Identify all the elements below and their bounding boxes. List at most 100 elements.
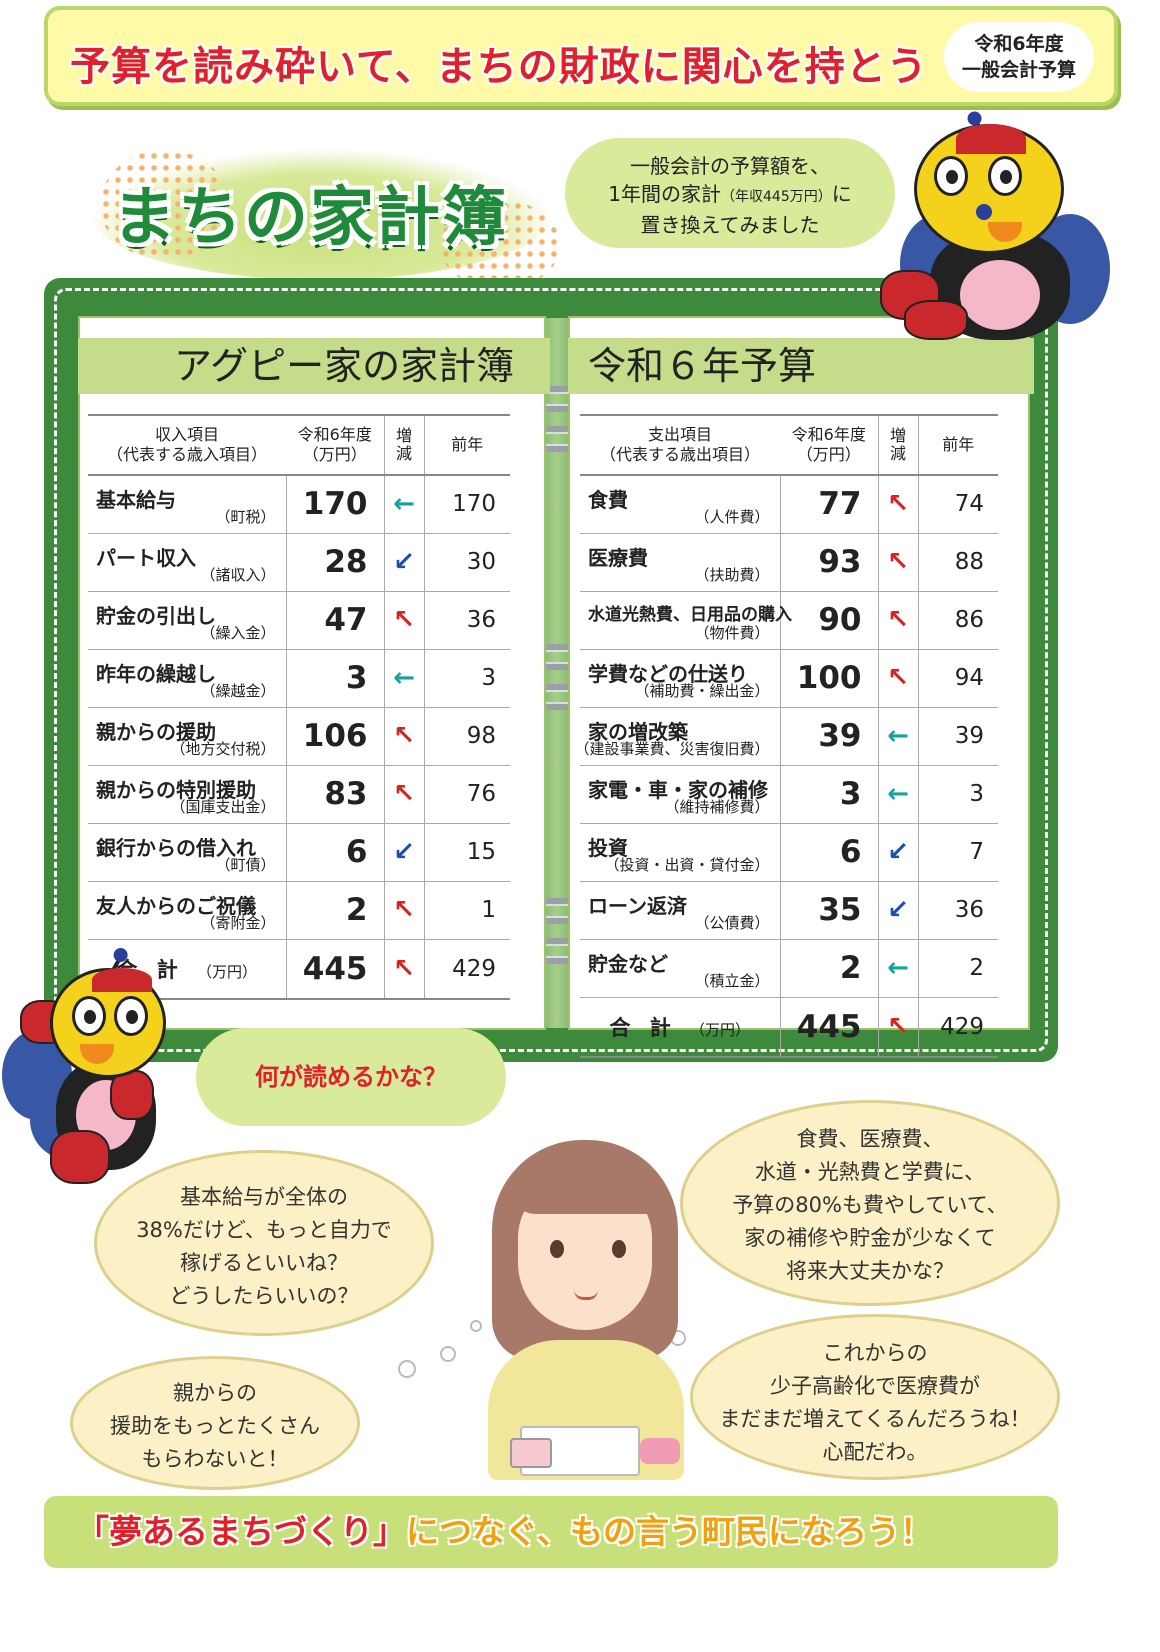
change-arrow-icon: ↖ (878, 997, 918, 1057)
total-unit: （万円） (690, 1021, 750, 1039)
income-table-header: 収入項目 （代表する歳入項目） 令和6年度 （万円） 増 減 前年 (88, 415, 510, 475)
table-row: 医療費 （扶助費） 93 ↖ 88 (580, 533, 998, 591)
change-arrow-icon: ↖ (384, 707, 424, 765)
thought-line: どうしたらいいの？ (97, 1280, 431, 1313)
total-label: 合 計 （万円） (580, 997, 780, 1057)
item-category: （国庫支出金） (170, 796, 275, 817)
header-item-label: 収入項目 (88, 425, 286, 445)
footer-slogan-quote: 「夢あるまちづくり」 (76, 1512, 406, 1551)
income-table: 収入項目 （代表する歳入項目） 令和6年度 （万円） 増 減 前年 基本給与 （町… (88, 414, 510, 1000)
total-label-text: 合 計 (609, 1016, 676, 1040)
woman-fringe (510, 1158, 660, 1214)
table-row: 家電・車・家の補修 （維持補修費） 3 ← 3 (580, 765, 998, 823)
total-row: 合 計 （万円） 445 ↖ 429 (580, 997, 998, 1057)
header-current-unit: （万円） (286, 445, 384, 465)
table-row: 貯金の引出し （繰入金） 47 ↖ 36 (88, 591, 510, 649)
thought-line: 将来大丈夫かな？ (683, 1255, 1057, 1288)
item-name: 貯金の引出し (96, 600, 216, 629)
intro-line-2c: に (832, 182, 852, 206)
item-cell: 食費 （人件費） (580, 475, 780, 533)
income-change-header: 増 減 (384, 415, 424, 475)
change-arrow-icon: ← (878, 707, 918, 765)
previous-value: 170 (424, 475, 510, 533)
header-change-b: 減 (879, 445, 918, 463)
thought-dot (440, 1346, 456, 1362)
thought-line: 親からの (73, 1377, 357, 1410)
current-value: 93 (780, 533, 878, 591)
item-name: 基本給与 (96, 484, 176, 513)
change-arrow-icon: ↖ (384, 881, 424, 939)
thought-line: 家の補修や貯金が少なくて (683, 1222, 1057, 1255)
total-current-value: 445 (286, 939, 384, 999)
change-arrow-icon: ↙ (384, 823, 424, 881)
item-category: （人件費） (694, 506, 769, 527)
income-current-header: 令和6年度 （万円） (286, 415, 384, 475)
table-row: 親からの特別援助 （国庫支出金） 83 ↖ 76 (88, 765, 510, 823)
thought-line: 少子高齢化で医療費が (693, 1370, 1057, 1403)
previous-value: 3 (424, 649, 510, 707)
item-cell: 昨年の繰越し （繰越金） (88, 649, 286, 707)
table-row: 昨年の繰越し （繰越金） 3 ← 3 (88, 649, 510, 707)
thought-line: 食費、医療費、 (683, 1123, 1057, 1156)
change-arrow-icon: ↖ (878, 533, 918, 591)
item-category: （建設事業費、災害復旧費） (574, 738, 769, 759)
table-row: 食費 （人件費） 77 ↖ 74 (580, 475, 998, 533)
intro-line-1: 一般会計の予算額を、 (565, 152, 895, 180)
expense-table: 支出項目 （代表する歳出項目） 令和6年度 （万円） 増 減 前年 食費 （人件費… (580, 414, 998, 1058)
item-category: （町税） (215, 506, 275, 527)
item-category: （補助費・繰出金） (634, 680, 769, 701)
header-current-label: 令和6年度 (780, 425, 878, 445)
previous-value: 94 (918, 649, 998, 707)
change-arrow-icon: ↖ (384, 765, 424, 823)
previous-value: 1 (424, 881, 510, 939)
thought-cloud-aging: これからの 少子高齢化で医療費が まだまだ増えてくるんだろうね！ 心配だわ。 (690, 1314, 1060, 1480)
table-row: 投資 （投資・出資・貸付金） 6 ↙ 7 (580, 823, 998, 881)
bee-cap (92, 968, 152, 992)
income-page: アグピー家の家計簿 収入項目 （代表する歳入項目） 令和6年度 （万円） 増 減 (78, 316, 546, 1030)
thought-line: 援助をもっとたくさん (73, 1410, 357, 1443)
item-category: （公債費） (694, 912, 769, 933)
item-category: （町債） (215, 854, 275, 875)
current-value: 2 (286, 881, 384, 939)
change-arrow-icon: ← (878, 765, 918, 823)
header-item-sub: （代表する歳入項目） (88, 445, 286, 465)
intro-line-2: 1年間の家計（年収445万円）に (565, 180, 895, 211)
header-change-a: 増 (879, 427, 918, 445)
question-bubble: 何が読めるかな？ (196, 1028, 506, 1126)
woman-eye (550, 1240, 564, 1258)
thought-line: これからの (693, 1337, 1057, 1370)
item-name: 食費 (588, 484, 628, 513)
thought-cloud-income-tax: 基本給与が全体の 38%だけど、もっと自力で 稼げるといいね？ どうしたらいいの… (94, 1150, 434, 1336)
item-category: （扶助費） (694, 564, 769, 585)
previous-value: 39 (918, 707, 998, 765)
bee-eye (72, 996, 106, 1036)
woman-eye (612, 1240, 626, 1258)
item-cell: パート収入 （諸収入） (88, 533, 286, 591)
item-category: （投資・出資・貸付金） (604, 854, 769, 875)
table-row: 水道光熱費、日用品の購入 （物件費） 90 ↖ 86 (580, 591, 998, 649)
current-value: 3 (286, 649, 384, 707)
bee-leg (50, 1130, 110, 1184)
item-cell: 貯金など （積立金） (580, 939, 780, 997)
change-arrow-icon: ← (878, 939, 918, 997)
previous-value: 74 (918, 475, 998, 533)
bottom-banner: 「夢あるまちづくり」につなぐ、もの言う町民になろう！ (44, 1496, 1058, 1568)
previous-value: 98 (424, 707, 510, 765)
current-value: 2 (780, 939, 878, 997)
income-page-title: アグピー家の家計簿 (78, 338, 550, 394)
coin-purse (640, 1438, 680, 1464)
header-change-b: 減 (385, 445, 424, 463)
thought-line: まだまだ増えてくるんだろうね！ (693, 1403, 1057, 1436)
change-arrow-icon: ↙ (878, 881, 918, 939)
previous-value: 76 (424, 765, 510, 823)
item-category: （積立金） (694, 970, 769, 991)
table-row: 家の増改築 （建設事業費、災害復旧費） 39 ← 39 (580, 707, 998, 765)
current-value: 35 (780, 881, 878, 939)
item-category: （寄附金） (200, 912, 275, 933)
item-cell: 友人からのご祝儀 （寄附金） (88, 881, 286, 939)
item-cell: ローン返済 （公債費） (580, 881, 780, 939)
item-category: （物件費） (694, 622, 769, 643)
thought-line: もらわないと！ (73, 1443, 357, 1476)
thought-cloud-expenses: 食費、医療費、 水道・光熱費と学費に、 予算の80%も費やしていて、 家の補修や… (680, 1100, 1060, 1306)
item-cell: 水道光熱費、日用品の購入 （物件費） (580, 591, 780, 649)
